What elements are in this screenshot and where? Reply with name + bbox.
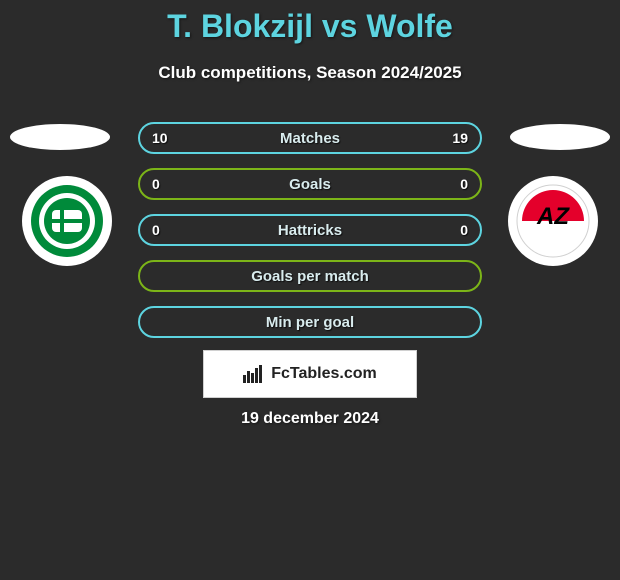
stat-left-value: 0: [152, 222, 160, 238]
svg-text:AZ: AZ: [536, 203, 570, 230]
player-left-avatar-slot: [10, 124, 110, 150]
page-title: T. Blokzijl vs Wolfe: [0, 0, 620, 45]
az-crest-icon: AZ: [516, 184, 590, 258]
stat-right-value: 0: [460, 176, 468, 192]
stat-label: Hattricks: [278, 222, 342, 239]
subtitle: Club competitions, Season 2024/2025: [0, 63, 620, 83]
brand-box[interactable]: FcTables.com: [203, 350, 417, 398]
stat-left-value: 0: [152, 176, 160, 192]
stat-row: 0 Goals 0: [138, 168, 482, 200]
groningen-crest-icon: [30, 184, 104, 258]
stat-label: Goals per match: [251, 268, 369, 285]
player-right-avatar-slot: [510, 124, 610, 150]
brand-label: FcTables.com: [271, 365, 377, 383]
stat-right-value: 19: [452, 130, 468, 146]
stat-row: Min per goal: [138, 306, 482, 338]
stat-left-value: 10: [152, 130, 168, 146]
stat-label: Matches: [280, 130, 340, 147]
stat-label: Goals: [289, 176, 331, 193]
date-label: 19 december 2024: [0, 410, 620, 428]
stat-row: 0 Hattricks 0: [138, 214, 482, 246]
stat-row: Goals per match: [138, 260, 482, 292]
stat-row: 10 Matches 19: [138, 122, 482, 154]
club-badge-right: AZ: [508, 176, 598, 266]
club-badge-left: [22, 176, 112, 266]
stats-table: 10 Matches 19 0 Goals 0 0 Hattricks 0 Goals per m…: [138, 122, 482, 352]
stat-label: Min per goal: [266, 314, 354, 331]
bar-chart-icon: [243, 365, 265, 383]
stat-right-value: 0: [460, 222, 468, 238]
